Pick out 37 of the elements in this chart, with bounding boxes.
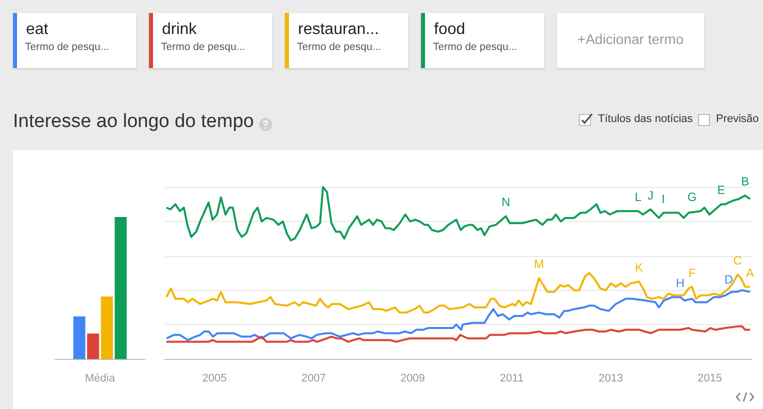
x-tick-label: 2011 (500, 372, 524, 384)
text: +Adicionar termo (576, 31, 685, 47)
text: Termo de pesqu... (433, 41, 518, 53)
x-tick-label: 2013 (598, 372, 624, 384)
x-tick-label: 2015 (698, 372, 722, 384)
annotation: C (733, 254, 742, 268)
x-tick-label: 2009 (400, 372, 425, 384)
x-tick-label: Média (85, 372, 116, 384)
x-tick-label: 2005 (202, 372, 227, 384)
text: Termo de pesqu... (25, 41, 110, 53)
legend-label: food (434, 20, 466, 40)
text: Títulos das notícias (598, 113, 693, 125)
chart-title: Interesse ao longo do tempo (13, 111, 254, 133)
bar (114, 217, 127, 359)
annotation: J (647, 188, 654, 202)
annotation: F (688, 266, 696, 280)
annotation: D (724, 272, 734, 287)
annotation: K (635, 260, 644, 275)
bar (73, 316, 86, 359)
annotation: L (634, 190, 642, 204)
x-tick-label: 2007 (301, 372, 326, 384)
bar (87, 333, 100, 359)
legend-label: drink (162, 20, 197, 40)
bar (100, 296, 113, 359)
annotation: G (687, 190, 697, 204)
annotation: M (534, 257, 544, 272)
text: Termo de pesqu... (297, 41, 382, 53)
text: Termo de pesqu... (161, 41, 246, 53)
legend-label: restauran... (298, 20, 379, 40)
annotation: N (501, 195, 510, 210)
annotation: H (676, 276, 685, 290)
annotation: A (746, 266, 754, 280)
annotation: I (662, 192, 666, 206)
text: Previsão (716, 113, 759, 125)
annotation: E (717, 183, 726, 198)
legend-label: eat (26, 20, 48, 40)
annotation: B (741, 174, 750, 189)
